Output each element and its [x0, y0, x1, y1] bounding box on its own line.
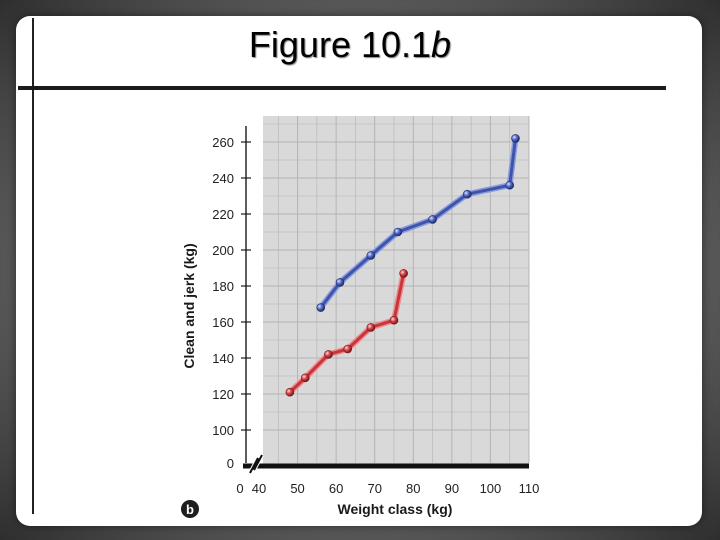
- tick-labels: 0 100 120 140 160 180 200 220 240 260 0 40 50 60 70 80 9…: [212, 135, 539, 496]
- panel-label-badge: b: [181, 500, 199, 518]
- plot-area: [263, 116, 529, 464]
- data-point: [324, 350, 333, 359]
- axes: [241, 126, 529, 474]
- x-tick-label: 110: [519, 481, 540, 496]
- data-point: [285, 387, 295, 397]
- series-layer: [285, 134, 520, 397]
- data-point: [316, 303, 326, 312]
- x-tick-label: 90: [445, 481, 459, 496]
- series-line: [319, 136, 517, 310]
- y-tick-label: 160: [212, 315, 234, 330]
- data-point: [300, 373, 310, 383]
- plot-background: [263, 116, 529, 464]
- y-tick-label: 260: [212, 135, 234, 150]
- figure-title-italic: b: [431, 24, 452, 65]
- title-rule: [18, 86, 666, 90]
- y-tick-label: 120: [212, 387, 234, 402]
- figure-title-main: Figure 10.1: [248, 24, 432, 65]
- data-point: [511, 134, 520, 143]
- data-point: [389, 315, 399, 325]
- x-tick-label: 70: [367, 481, 381, 496]
- y-tick-label: 0: [227, 456, 234, 471]
- y-axis-label: Clean and jerk (kg): [181, 243, 197, 368]
- data-point: [366, 251, 376, 260]
- panel-label: b: [186, 502, 194, 517]
- data-point: [462, 189, 472, 199]
- x-tick-label: 100: [480, 481, 502, 496]
- y-tick-label: 100: [212, 423, 234, 438]
- y-tick-label: 200: [212, 243, 234, 258]
- axis-break-mark: [249, 454, 263, 474]
- data-point: [366, 323, 376, 332]
- x-tick-label: 50: [290, 481, 304, 496]
- data-point: [505, 180, 515, 190]
- left-rule: [32, 18, 34, 514]
- x-tick-label: 40: [252, 481, 266, 496]
- y-tick-label: 140: [212, 351, 234, 366]
- x-tick-label: 60: [329, 481, 343, 496]
- y-tick-label: 180: [212, 279, 234, 294]
- data-point: [335, 278, 345, 287]
- data-point: [343, 344, 353, 354]
- y-tick-label: 240: [212, 171, 234, 186]
- y-tick-label: 220: [212, 207, 234, 222]
- data-point: [399, 269, 408, 278]
- data-point: [393, 227, 403, 237]
- x-tick-label: 0: [236, 481, 243, 496]
- x-tick-label: 80: [406, 481, 420, 496]
- figure-title: Figure 10.1b: [0, 24, 700, 66]
- x-axis-label: Weight class (kg): [338, 501, 453, 517]
- data-point: [428, 215, 437, 224]
